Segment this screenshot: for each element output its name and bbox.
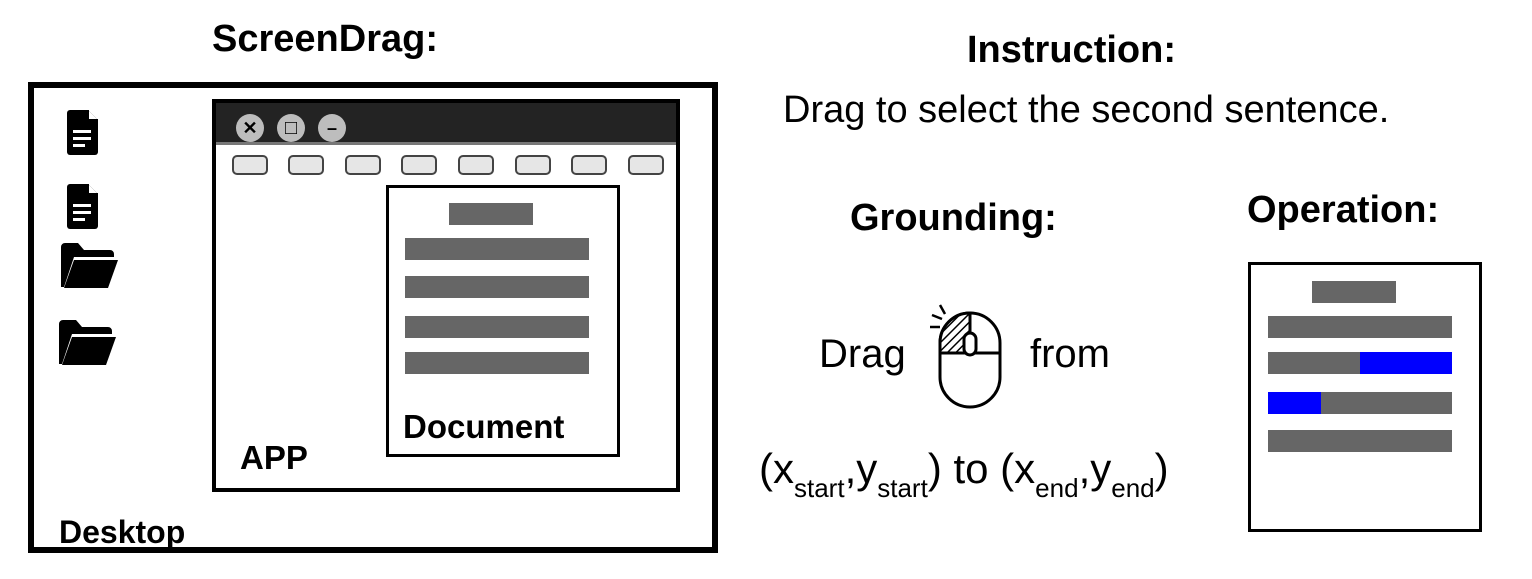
folder-icon[interactable]: [58, 241, 120, 291]
toolbar-button[interactable]: [232, 155, 268, 175]
x-variable: x: [773, 445, 794, 492]
paren-open: (: [759, 445, 773, 492]
start-subscript: start: [794, 473, 845, 503]
end-subscript: end: [1111, 473, 1155, 503]
window-titlebar[interactable]: ✕ □ –: [216, 103, 676, 145]
maximize-icon[interactable]: □: [277, 114, 305, 142]
comma: ,: [844, 445, 857, 492]
operation-heading: Operation:: [1247, 189, 1440, 231]
document-text-line[interactable]: [405, 276, 589, 298]
toolbar-button[interactable]: [628, 155, 664, 175]
document-text-line[interactable]: [405, 238, 589, 260]
start-subscript: start: [877, 473, 928, 503]
toolbar-button[interactable]: [571, 155, 607, 175]
document-label: Document: [403, 408, 565, 445]
document-text-line[interactable]: [405, 316, 589, 338]
toolbar-button[interactable]: [515, 155, 551, 175]
instruction-text: Drag to select the second sentence.: [783, 89, 1390, 131]
document-title-line: [1312, 281, 1396, 303]
grounding-heading: Grounding:: [850, 197, 1057, 239]
comma: ,: [1078, 445, 1091, 492]
toolbar-button[interactable]: [345, 155, 381, 175]
app-window: ✕ □ – Document APP: [212, 99, 680, 492]
end-subscript: end: [1035, 473, 1079, 503]
toolbar-button[interactable]: [458, 155, 494, 175]
close-icon[interactable]: ✕: [236, 114, 264, 142]
to-connector: ) to (: [927, 445, 1015, 492]
screendrag-heading: ScreenDrag:: [212, 18, 438, 60]
drag-coordinates: (xstart,ystart) to (xend,yend): [759, 445, 1169, 503]
minimize-icon[interactable]: –: [318, 114, 346, 142]
document-page[interactable]: Document: [386, 185, 620, 457]
y-variable: y: [1090, 445, 1112, 492]
document-icon[interactable]: [64, 182, 104, 230]
folder-icon[interactable]: [56, 318, 118, 368]
document-title-line: [449, 203, 533, 225]
paren-close: ): [1154, 445, 1169, 492]
document-icon[interactable]: [64, 108, 104, 156]
instruction-heading: Instruction:: [967, 29, 1176, 71]
y-variable: y: [856, 445, 878, 492]
document-text-line[interactable]: [405, 352, 589, 374]
selection-highlight: [1268, 392, 1321, 414]
toolbar-button[interactable]: [288, 155, 324, 175]
operation-document: [1248, 262, 1482, 532]
selection-highlight: [1360, 352, 1452, 374]
desktop-label: Desktop: [59, 514, 186, 550]
x-variable: x: [1014, 445, 1036, 492]
app-label: APP: [240, 439, 308, 476]
document-text-line: [1268, 316, 1452, 338]
document-text-line: [1268, 430, 1452, 452]
toolbar-button[interactable]: [401, 155, 437, 175]
grounding-drag-word: Drag: [819, 332, 906, 376]
mouse-icon: [930, 304, 1002, 409]
grounding-from-word: from: [1030, 332, 1110, 376]
